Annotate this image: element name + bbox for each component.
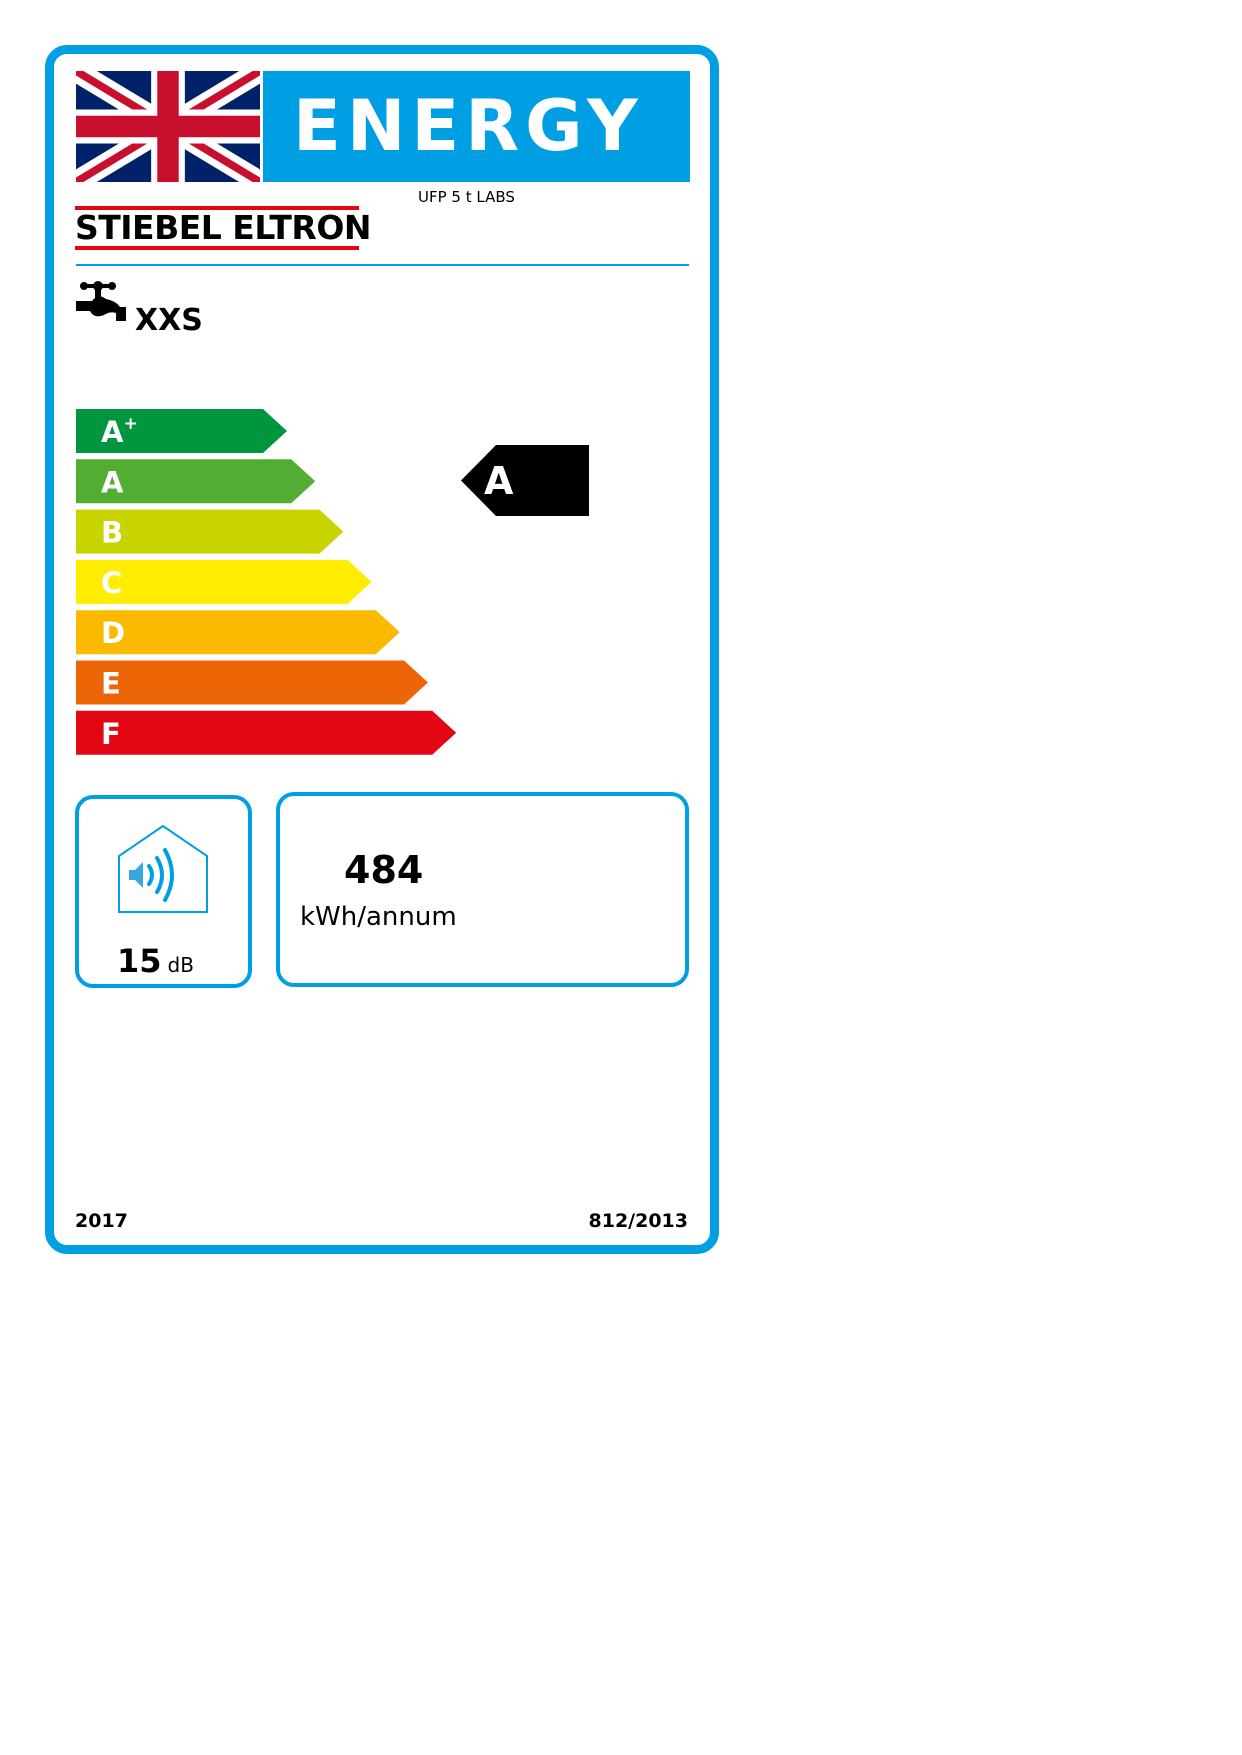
rating-bar-a	[76, 459, 316, 504]
energy-header: ENERGY	[263, 71, 690, 182]
rating-bar-e	[76, 660, 428, 705]
rating-label: C	[101, 566, 122, 600]
label-year: 2017	[75, 1210, 128, 1232]
divider	[76, 264, 689, 266]
noise-box	[75, 795, 252, 988]
label-frame	[45, 45, 719, 1254]
load-profile: XXS	[135, 303, 203, 338]
uk-flag-icon	[76, 71, 260, 182]
rating-label: B	[101, 516, 123, 550]
model-name: UFP 5 t LABS	[418, 188, 515, 206]
regulation-number: 812/2013	[588, 1210, 688, 1232]
rating-bar-c	[76, 559, 372, 604]
current-rating-indicator	[461, 445, 589, 516]
current-rating-label: A	[484, 459, 514, 503]
tap-icon	[76, 281, 126, 321]
brand-logo: STIEBEL ELTRON	[75, 206, 372, 250]
annual-energy-value: 484	[344, 848, 424, 892]
noise-unit: dB	[167, 953, 194, 977]
rating-label: E	[101, 667, 121, 701]
rating-bar-aplus	[76, 409, 287, 453]
annual-energy-box	[276, 792, 689, 987]
rating-bar-f	[76, 710, 457, 755]
noise-level: 15 dB	[117, 942, 194, 980]
rating-bar-b	[76, 509, 344, 554]
sound-house-icon	[118, 824, 208, 913]
rating-label: D	[101, 616, 125, 650]
rating-label: A	[101, 465, 124, 499]
annual-energy-unit: kWh/annum	[300, 902, 457, 932]
rating-bar-d	[76, 610, 400, 655]
brand-name: STIEBEL ELTRON	[75, 208, 372, 247]
energy-title: ENERGY	[293, 85, 644, 167]
noise-value: 15	[117, 942, 162, 980]
rating-label: F	[101, 717, 121, 751]
